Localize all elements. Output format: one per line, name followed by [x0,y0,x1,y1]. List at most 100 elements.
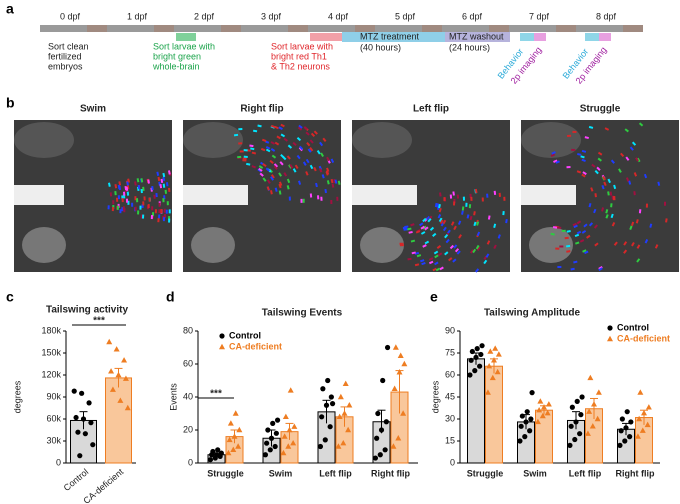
data-point [274,417,281,423]
data-point [397,352,404,358]
tracking-trace [584,136,589,140]
data-point [335,443,342,449]
significance-label: *** [210,389,222,400]
data-point [587,374,594,381]
tracking-trace [321,174,325,179]
day-label: 5 dpf [395,11,416,21]
data-point [384,344,391,351]
tracking-trace [274,187,278,192]
data-point [124,404,131,411]
data-point [524,409,530,415]
tracking-trace [576,230,582,235]
tracking-trace [257,168,262,173]
tracking-trace [476,246,481,251]
tracking-trace [426,215,431,221]
image-shade [521,122,581,158]
tracking-trace [151,186,154,191]
tracking-trace [493,244,497,250]
tracking-trace [636,244,641,249]
data-point [230,446,237,452]
tracking-trace [258,165,264,169]
tracking-trace [125,186,129,192]
tracking-trace [476,221,480,226]
data-point [486,363,493,369]
data-point [579,394,585,400]
day-segment [40,25,87,32]
tracking-trace [605,214,609,219]
tracking-trace [618,168,622,173]
tracking-trace [665,218,668,223]
tracking-trace [590,187,594,192]
y-tick-label: 80 [183,325,193,335]
data-point [401,360,408,367]
tracking-trace [427,218,432,223]
tracking-trace [442,226,447,232]
tracking-trace [265,167,270,172]
tracking-trace [271,154,277,159]
tracking-trace [286,178,291,184]
y-axis-label: degrees [430,380,440,413]
data-point [86,400,92,406]
data-point [477,363,483,369]
data-point [282,413,289,419]
tracking-trace [270,190,273,195]
assay-block [585,33,599,41]
image-shade [352,122,412,158]
data-point [272,443,278,450]
tracking-trace [157,176,161,182]
tracking-trace [629,225,633,230]
tracking-trace [126,181,129,186]
tracking-trace [305,131,310,136]
tracking-trace [601,207,605,212]
data-point [529,390,535,396]
fish-body [352,185,417,205]
tracking-trace [613,184,617,190]
tracking-trace [439,266,444,271]
tracking-trace [437,214,442,219]
data-point [262,452,269,458]
tracking-trace [631,242,635,247]
tracking-trace [322,137,327,143]
tracking-trace [283,172,288,177]
data-point [267,447,273,453]
tracking-trace [607,178,611,184]
tracking-trace [452,191,455,196]
tracking-trace [250,147,255,151]
data-point [345,426,352,433]
x-tick-label: Right flip [371,468,410,478]
tracking-trace [570,267,575,271]
tracking-trace [261,138,267,143]
tracking-trace [580,155,585,159]
tracking-trace [598,265,603,270]
tracking-trace [313,166,317,172]
tracking-trace [550,232,555,236]
tracking-trace [602,175,606,181]
day-label: 8 dpf [596,11,617,21]
tracking-trace [320,152,324,157]
image-shade [191,227,235,263]
data-point [467,372,473,378]
tracking-trace [160,178,164,184]
tracking-trace [633,191,636,196]
data-point [492,345,499,351]
tracking-trace [594,193,597,198]
tracking-trace [461,210,464,215]
tracking-trace [142,186,145,192]
tracking-trace [572,222,577,227]
tracking-trace [298,180,302,185]
step-text: Sort larvae with [153,41,215,51]
x-tick-label: Left flip [319,468,352,478]
tracking-trace [457,220,462,225]
data-point [372,455,379,461]
significance-label: *** [93,316,105,327]
tracking-trace [274,125,279,130]
data-point [264,440,270,446]
data-point [617,442,623,448]
tracking-trace [266,186,270,191]
bar [105,377,132,464]
tracking-trace [333,178,336,184]
data-point [121,357,128,363]
tracking-trace [410,239,416,243]
night-segment [87,25,107,32]
tracking-trace [246,162,251,166]
